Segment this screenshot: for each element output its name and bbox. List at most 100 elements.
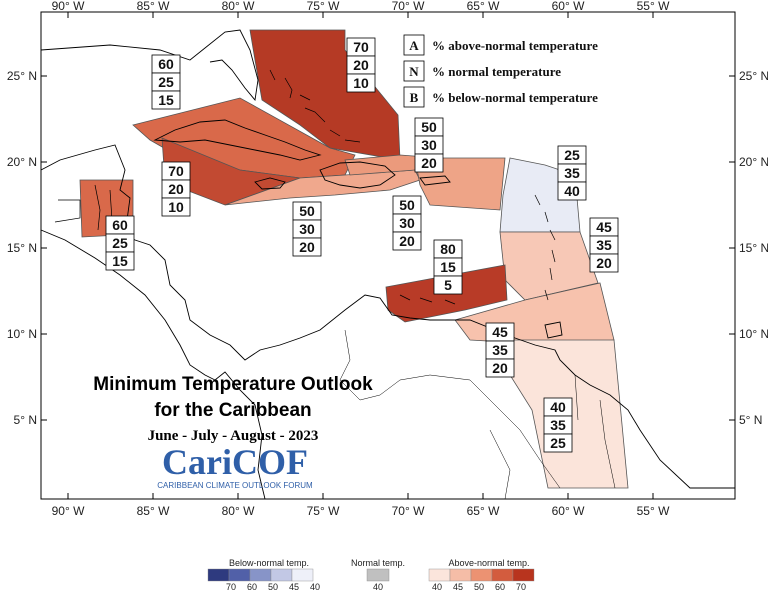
colorbar-above-tick: 70 bbox=[516, 582, 526, 590]
colorbar-below-swatch bbox=[249, 568, 272, 582]
lon-label-top: 65° W bbox=[467, 0, 500, 13]
probability-cell bbox=[161, 197, 191, 217]
probability-value: 50 bbox=[299, 203, 315, 219]
caricof-logo: CariCOF CARIBBEAN CLIMATE OUTLOOK FORUM bbox=[157, 442, 313, 490]
lon-label-bottom: 75° W bbox=[307, 504, 340, 518]
lon-label-bottom: 90° W bbox=[52, 504, 85, 518]
probability-value: 25 bbox=[550, 435, 566, 451]
legend-text: % normal temperature bbox=[432, 64, 561, 79]
probability-box-belize: 60 25 15 bbox=[105, 215, 135, 271]
florida-coast bbox=[40, 29, 259, 102]
probability-value: 80 bbox=[440, 241, 456, 257]
colorbar-above-tick: 40 bbox=[432, 582, 442, 590]
probability-value: 15 bbox=[440, 259, 456, 275]
legend-text: % above-normal temperature bbox=[432, 38, 598, 53]
probability-cell bbox=[346, 73, 376, 93]
region-bahamas bbox=[249, 29, 401, 161]
colorbar-below-swatch bbox=[207, 568, 230, 582]
probability-cell bbox=[557, 181, 587, 201]
colorbar-below-swatch bbox=[228, 568, 251, 582]
probability-value: 35 bbox=[550, 417, 566, 433]
probability-box-jamaica: 70 20 10 bbox=[161, 161, 191, 217]
probability-boxes: 70 20 10 60 25 15 50 30 20 70 20 10 50 30 20 50 30 20 60 25… bbox=[105, 37, 619, 453]
colorbar-below-swatch bbox=[270, 568, 293, 582]
probability-cell bbox=[543, 433, 573, 453]
colorbar-below-tick: 40 bbox=[310, 582, 320, 590]
logo-subtitle: CARIBBEAN CLIMATE OUTLOOK FORUM bbox=[157, 481, 313, 490]
lat-label-left: 5° N bbox=[14, 413, 37, 427]
lat-ticks: 25° N 25° N 20° N 20° N 15° N 15° N 10° N 10° N… bbox=[7, 69, 768, 427]
probability-box-leeward-islands: 25 35 40 bbox=[557, 145, 587, 201]
probability-value: 30 bbox=[421, 137, 437, 153]
legend-text: % below-normal temperature bbox=[432, 90, 598, 105]
lon-label-bottom: 55° W bbox=[637, 504, 670, 518]
probability-value: 25 bbox=[112, 235, 128, 251]
lon-ticks: 90° W 90° W 85° W 85° W 80° W 80° W 75° W 75° W… bbox=[52, 0, 670, 518]
lesser-antilles bbox=[534, 194, 556, 301]
probability-value: 25 bbox=[158, 74, 174, 90]
probability-value: 45 bbox=[492, 324, 508, 340]
probability-value: 40 bbox=[550, 399, 566, 415]
probability-value: 30 bbox=[399, 215, 415, 231]
probability-box-puerto-rico: 50 30 20 bbox=[392, 195, 422, 251]
probability-cell bbox=[105, 251, 135, 271]
probability-value: 35 bbox=[492, 342, 508, 358]
probability-value: 30 bbox=[299, 221, 315, 237]
lon-label-top: 70° W bbox=[392, 0, 425, 13]
legend-key: B bbox=[410, 90, 419, 105]
colorbar-below-tick: 50 bbox=[268, 582, 278, 590]
title-line-2: for the Caribbean bbox=[154, 400, 311, 421]
probability-value: 15 bbox=[112, 253, 128, 269]
probability-box-bahamas: 70 20 10 bbox=[346, 37, 376, 93]
lat-label-left: 10° N bbox=[7, 327, 37, 341]
legend-key-box bbox=[403, 86, 425, 108]
lon-label-top: 80° W bbox=[222, 0, 255, 13]
colorbar-below-tick: 70 bbox=[226, 582, 236, 590]
colorbar: Below-normal temp. Normal temp. Above-no… bbox=[207, 558, 535, 590]
probability-value: 60 bbox=[158, 56, 174, 72]
probability-value: 20 bbox=[596, 255, 612, 271]
colorbar-below-tick: 45 bbox=[289, 582, 299, 590]
jamaica-coast bbox=[254, 177, 286, 190]
probability-value: 35 bbox=[564, 165, 580, 181]
lon-label-bottom: 85° W bbox=[137, 504, 170, 518]
lat-label-left: 25° N bbox=[7, 69, 37, 83]
colorbar-above-swatch bbox=[428, 568, 451, 582]
probability-box-hispaniola: 50 30 20 bbox=[414, 117, 444, 173]
probability-cell bbox=[433, 275, 463, 295]
probability-value: 5 bbox=[444, 277, 452, 293]
colorbar-below-swatch bbox=[291, 568, 314, 582]
colorbar-below-tick: 60 bbox=[247, 582, 257, 590]
legend-key-box bbox=[403, 34, 425, 56]
probability-box-cuba: 60 25 15 bbox=[151, 54, 181, 110]
colorbar-below-title: Below-normal temp. bbox=[229, 558, 309, 568]
colorbar-normal-swatch bbox=[366, 568, 390, 582]
lon-label-bottom: 65° W bbox=[467, 504, 500, 518]
lon-label-top: 55° W bbox=[637, 0, 670, 13]
colorbar-normal-title: Normal temp. bbox=[351, 558, 405, 568]
colorbar-above-swatch bbox=[470, 568, 493, 582]
probability-value: 20 bbox=[353, 57, 369, 73]
probability-value: 50 bbox=[421, 119, 437, 135]
lon-label-bottom: 60° W bbox=[552, 504, 585, 518]
yucatan-outline bbox=[54, 199, 81, 223]
probability-value: 60 bbox=[112, 217, 128, 233]
probability-box-guianas: 40 35 25 bbox=[543, 397, 573, 453]
probability-value: 45 bbox=[596, 219, 612, 235]
probability-value: 25 bbox=[564, 147, 580, 163]
cuba-coast bbox=[153, 119, 322, 161]
probability-cell bbox=[151, 90, 181, 110]
lat-label-left: 20° N bbox=[7, 155, 37, 169]
probability-cell bbox=[414, 153, 444, 173]
probability-box-windward-islands: 45 35 20 bbox=[589, 217, 619, 273]
colorbar-above-tick: 50 bbox=[474, 582, 484, 590]
lon-label-top: 90° W bbox=[52, 0, 85, 13]
colorbar-above-swatch bbox=[449, 568, 472, 582]
lat-label-right: 5° N bbox=[739, 413, 762, 427]
probability-box-trinidad: 45 35 20 bbox=[485, 322, 515, 378]
legend-key-box bbox=[403, 60, 425, 82]
colorbar-above-swatch bbox=[512, 568, 535, 582]
trinidad-coast bbox=[544, 321, 563, 339]
belize-coast bbox=[94, 184, 113, 231]
lon-label-bottom: 80° W bbox=[222, 504, 255, 518]
